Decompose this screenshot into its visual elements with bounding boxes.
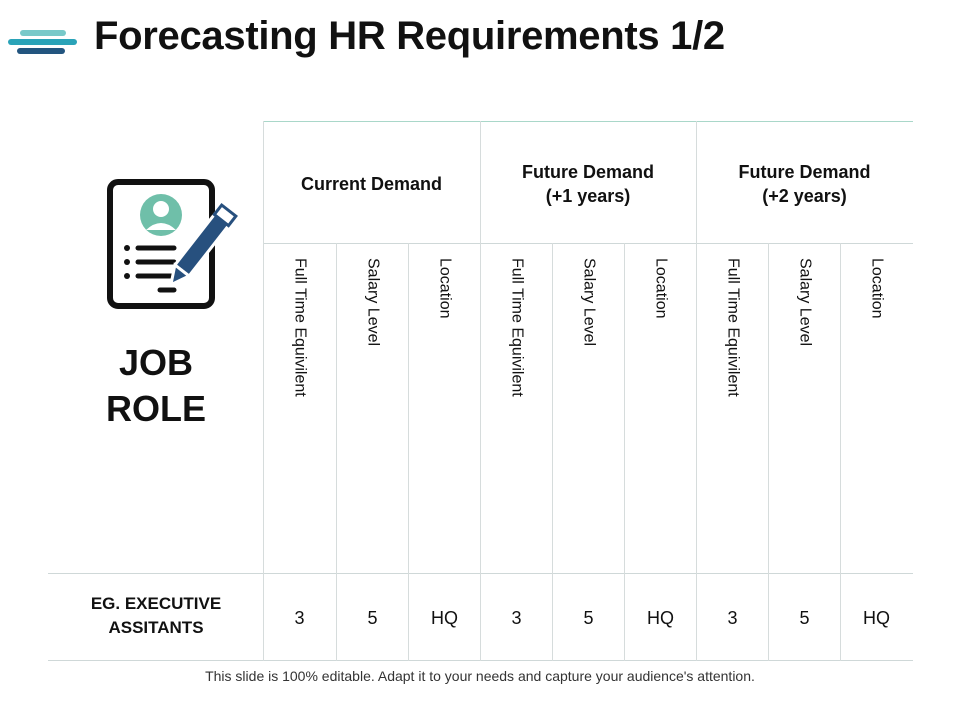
column-header: Full Time Equivilent — [480, 258, 553, 558]
column-header-label: Full Time Equivilent — [508, 258, 526, 397]
table-cell: 3 — [511, 607, 522, 628]
column-header-label: Salary Level — [580, 258, 598, 347]
logo-bar-middle — [8, 39, 77, 45]
column-header-label: Salary Level — [364, 258, 382, 347]
table-cell: 5 — [583, 607, 594, 628]
group-header-current: Current Demand — [263, 158, 480, 210]
resume-pen-icon — [100, 172, 240, 318]
column-header-label: Location — [436, 258, 454, 319]
row-label-line1: EG. EXECUTIVE — [90, 594, 222, 613]
col-divider — [840, 243, 841, 661]
table-cell: 5 — [799, 607, 810, 628]
column-header: Salary Level — [552, 258, 625, 558]
column-header-label: Full Time Equivilent — [724, 258, 742, 397]
column-header-label: Salary Level — [796, 258, 814, 347]
footer-note: This slide is 100% editable. Adapt it to… — [205, 668, 755, 684]
table-cell: HQ — [647, 607, 674, 628]
column-header: Full Time Equivilent — [696, 258, 769, 558]
col-divider — [336, 243, 337, 661]
group-header-line1: Future Demand — [738, 162, 871, 182]
column-header: Location — [840, 258, 913, 558]
logo-bar-bottom — [17, 48, 65, 54]
job-role-line1: JOB — [118, 342, 194, 383]
column-header: Location — [624, 258, 697, 558]
group-header-line1: Current Demand — [300, 174, 443, 194]
table-cell: HQ — [863, 607, 890, 628]
table-cell: 3 — [727, 607, 738, 628]
group-header-future-1: Future Demand (+1 years) — [480, 158, 696, 210]
table-cell: 3 — [294, 607, 305, 628]
col-divider — [552, 243, 553, 661]
job-role-line2: ROLE — [105, 388, 206, 429]
row-label-line2: ASSITANTS — [108, 618, 204, 637]
table-cell: 5 — [367, 607, 378, 628]
column-header: Salary Level — [336, 258, 409, 558]
job-role-heading: JOB ROLE — [96, 340, 216, 432]
group-header-line2: (+2 years) — [762, 186, 847, 206]
group-header-future-2: Future Demand (+2 years) — [696, 158, 913, 210]
group-divider — [696, 121, 697, 661]
row-label: EG. EXECUTIVE ASSITANTS — [50, 592, 262, 640]
col-divider — [408, 243, 409, 661]
page-title: Forecasting HR Requirements 1/2 — [94, 14, 725, 58]
table-cell: HQ — [431, 607, 458, 628]
column-header-label: Location — [868, 258, 886, 319]
group-header-line1: Future Demand — [521, 162, 654, 182]
col-divider — [263, 121, 264, 661]
column-header: Location — [408, 258, 481, 558]
column-header-label: Location — [652, 258, 670, 319]
logo-bar-top — [20, 30, 66, 36]
col-divider — [768, 243, 769, 661]
group-header-line2: (+1 years) — [545, 186, 631, 206]
group-divider — [480, 121, 481, 661]
column-header: Full Time Equivilent — [263, 258, 336, 558]
table-top-line — [263, 121, 913, 122]
group-header-divider — [263, 243, 913, 244]
column-header-label: Full Time Equivilent — [291, 258, 309, 397]
column-header: Salary Level — [768, 258, 841, 558]
col-divider — [624, 243, 625, 661]
